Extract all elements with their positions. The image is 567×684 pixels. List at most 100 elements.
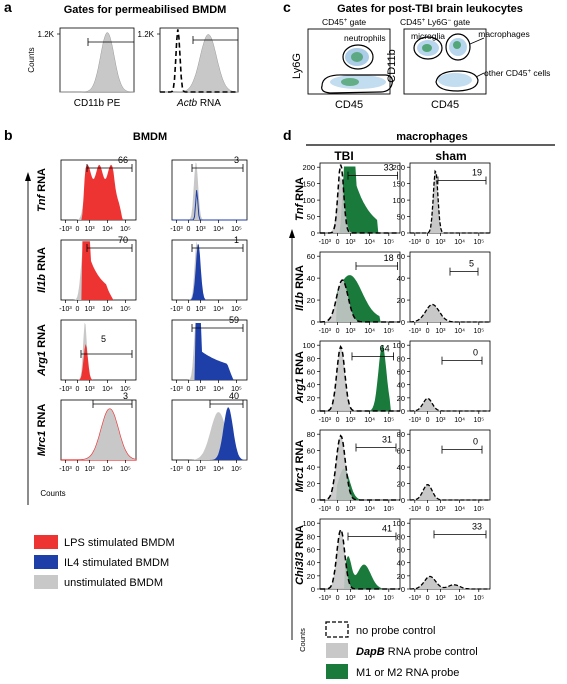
gate-percentage: 40 <box>229 391 239 401</box>
neutrophil-core <box>351 52 363 62</box>
panel-d-row-label: Arg1 RNA <box>294 351 306 404</box>
x-tick-label: 0 <box>426 417 430 424</box>
unstim-histogram <box>172 241 247 300</box>
gate-percentage: 66 <box>118 155 128 165</box>
panel-b-arrowhead <box>25 172 31 181</box>
x-tick-label: 10³ <box>435 239 446 246</box>
x-tick-label: 0 <box>187 386 191 393</box>
il4-histogram <box>172 190 247 221</box>
x-tick-label: 10⁵ <box>231 386 242 393</box>
x-tick-label: 10⁵ <box>473 595 484 602</box>
y-tick-label: 50 <box>397 213 405 222</box>
y-tick-label: 40 <box>397 559 405 568</box>
macrophage-core <box>453 41 461 49</box>
y-tick-label: 0 <box>401 585 405 594</box>
unstim-histogram <box>61 322 136 380</box>
y-tick-label: 20 <box>397 296 405 305</box>
x-tick-label: 10³ <box>195 306 206 313</box>
x-tick-label: 10⁴ <box>364 506 375 513</box>
probe-histogram <box>320 556 400 589</box>
legend-swatch <box>326 643 348 658</box>
x-tick-label: 0 <box>336 506 340 513</box>
panel-d-plot <box>409 429 491 501</box>
panel-a-left-histogram <box>60 32 135 93</box>
macrophage-arrow <box>469 37 485 45</box>
y-tick-label: 60 <box>397 252 405 261</box>
y-tick-label: 200 <box>302 163 315 172</box>
x-tick-label: 0 <box>336 417 340 424</box>
no-probe-curve <box>410 575 490 590</box>
x-tick-label: 10⁴ <box>213 466 224 473</box>
gate-percentage: 64 <box>380 343 390 353</box>
panel-a-left-xlabel: CD11b PE <box>74 98 121 109</box>
y-tick-label: 60 <box>397 447 405 456</box>
x-tick-label: 10⁵ <box>473 239 484 246</box>
leukocyte-gate <box>321 74 393 94</box>
x-tick-label: 10³ <box>345 595 356 602</box>
y-tick-label: 20 <box>397 480 405 489</box>
gate-percentage: 59 <box>229 315 239 325</box>
panel-c-title: Gates for post-TBI brain leukocytes <box>337 3 523 15</box>
y-tick-label: 100 <box>392 341 405 350</box>
x-tick-label: 10⁵ <box>120 226 131 233</box>
panel-letter-d: d <box>283 127 292 143</box>
y-tick-label: 0 <box>401 229 405 238</box>
y-tick-label: 150 <box>392 180 405 189</box>
y-tick-label: 80 <box>307 532 315 541</box>
x-tick-label: 0 <box>187 226 191 233</box>
x-tick-label: 10³ <box>84 466 95 473</box>
x-tick-label: 10³ <box>195 226 206 233</box>
x-tick-label: 10⁴ <box>213 386 224 393</box>
dapb-histogram <box>320 177 400 233</box>
gate-percentage: 5 <box>101 334 106 344</box>
dapb-histogram <box>410 398 490 411</box>
y-tick-label: 80 <box>307 354 315 363</box>
x-tick-label: -10³ <box>409 595 422 602</box>
dapb-histogram <box>320 346 400 411</box>
no-probe-curve <box>320 434 400 501</box>
x-tick-label: 0 <box>426 328 430 335</box>
x-tick-label: -10³ <box>59 466 72 473</box>
y-tick-label: 100 <box>302 341 315 350</box>
x-tick-label: -10³ <box>59 226 72 233</box>
x-tick-label: 0 <box>336 328 340 335</box>
il4-histogram <box>172 323 247 380</box>
x-tick-label: 10⁵ <box>383 595 394 602</box>
y-tick-label: 20 <box>307 572 315 581</box>
panel-letter-a: a <box>4 0 12 15</box>
x-tick-label: 10³ <box>345 239 356 246</box>
microglia-gate <box>413 36 443 60</box>
panel-d-plot <box>409 340 491 412</box>
panel-d-plot <box>409 251 491 323</box>
x-tick-label: 0 <box>76 226 80 233</box>
y-tick-label: 60 <box>307 546 315 555</box>
dapb-histogram <box>410 484 490 500</box>
y-tick-label: 20 <box>397 394 405 403</box>
gate-percentage: 5 <box>469 259 474 269</box>
x-tick-label: 10³ <box>435 417 446 424</box>
y-tick-label: 0 <box>401 407 405 416</box>
panel-c-left-xlabel: CD45 <box>335 99 363 111</box>
y-tick-label: 40 <box>307 463 315 472</box>
panel-a-right-xlabel: Actb RNA <box>176 98 221 109</box>
lps-histogram <box>61 241 136 300</box>
x-tick-label: 10⁵ <box>473 417 484 424</box>
macrophage-gate-label: macrophages <box>478 29 530 39</box>
dapb-histogram <box>410 304 490 322</box>
y-tick-label: 40 <box>307 559 315 568</box>
y-tick-label: 0 <box>311 407 315 416</box>
panel-c-right-ylabel: CD11b <box>386 49 398 82</box>
x-tick-label: 10⁴ <box>454 417 465 424</box>
probe-histogram <box>320 166 400 233</box>
x-tick-label: -10³ <box>409 328 422 335</box>
x-tick-label: 10⁵ <box>231 466 242 473</box>
y-tick-label: 200 <box>392 163 405 172</box>
y-tick-label: 20 <box>397 572 405 581</box>
x-tick-label: 10⁴ <box>454 506 465 513</box>
lps-histogram <box>61 164 136 220</box>
x-tick-label: 0 <box>336 239 340 246</box>
x-tick-label: 10⁵ <box>473 506 484 513</box>
no-probe-curve <box>410 484 490 501</box>
gate-percentage: 3 <box>123 391 128 401</box>
x-tick-label: -10³ <box>170 466 183 473</box>
